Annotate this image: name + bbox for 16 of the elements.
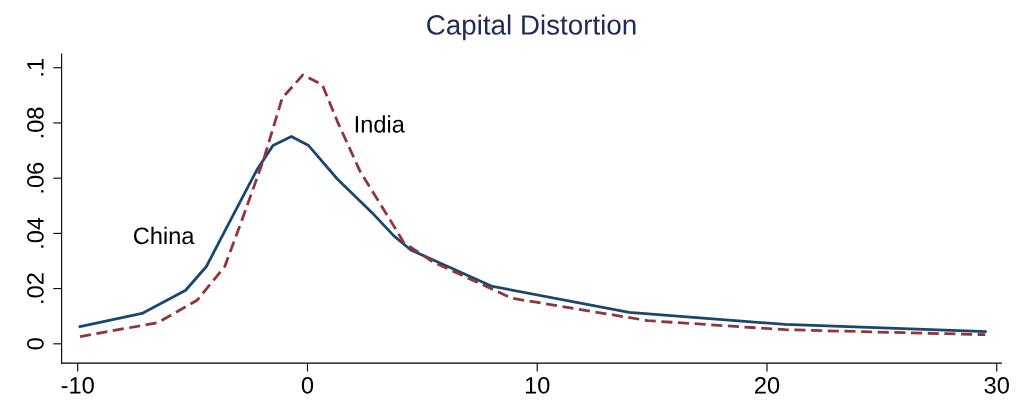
y-tick-label: .1	[27, 59, 44, 76]
x-tick-label: 10	[525, 376, 550, 394]
y-tick-label: .04	[27, 217, 44, 248]
y-tick-label: .02	[27, 273, 44, 303]
x-tick-label: 30	[984, 376, 1009, 394]
line-series	[78, 135, 987, 334]
x-tick-label: 20	[755, 376, 780, 394]
series-label: India	[355, 115, 405, 133]
x-tick-label: 0	[301, 376, 314, 394]
line-series	[78, 73, 987, 339]
series-label: China	[133, 226, 195, 245]
x-tick-label: -10	[61, 376, 94, 394]
y-tick-label: .06	[27, 162, 44, 193]
y-tick-label: 0	[27, 338, 44, 350]
chart-title: Capital Distortion	[427, 14, 636, 41]
y-tick-label: .08	[27, 107, 44, 138]
